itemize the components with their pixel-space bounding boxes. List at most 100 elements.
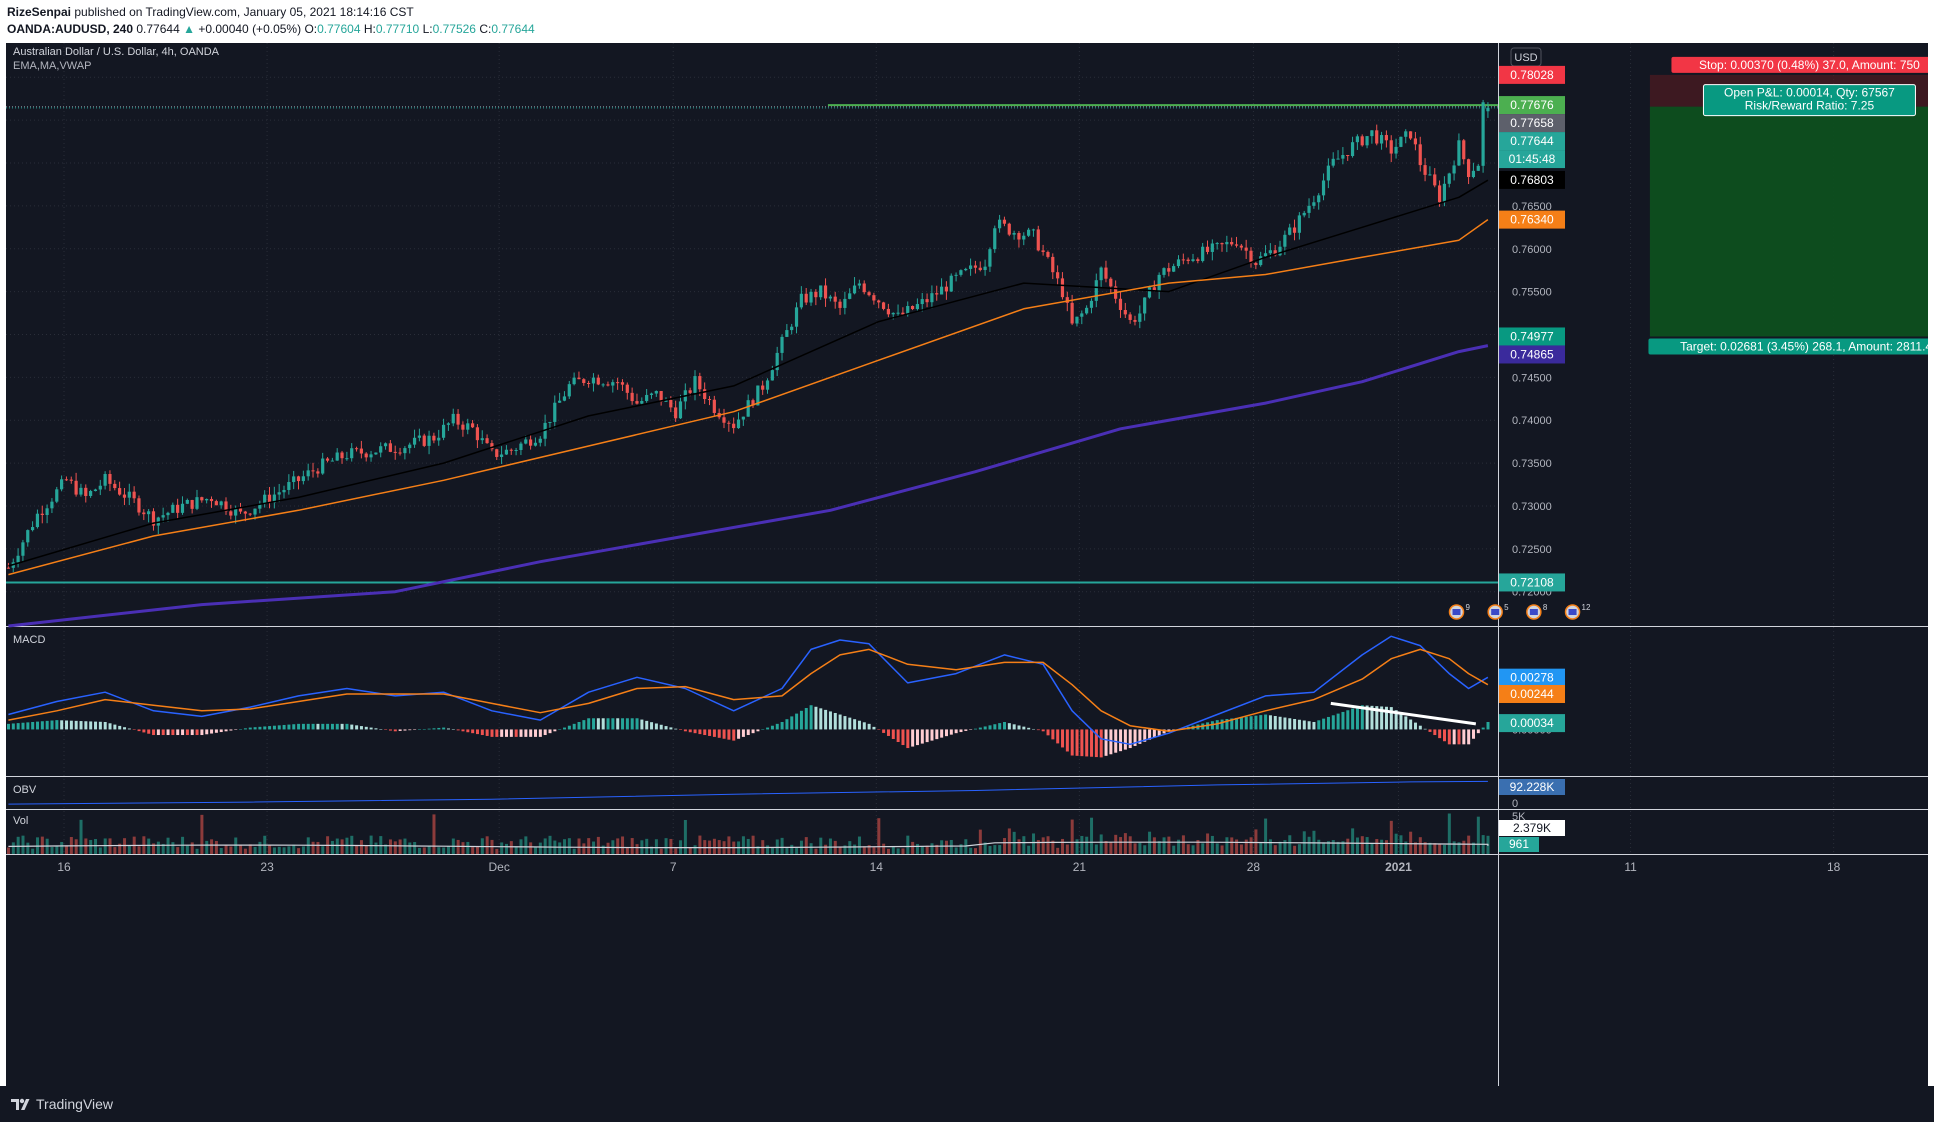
macd-histogram-bar [553, 729, 557, 732]
volume-bar [925, 845, 929, 854]
price-tick-label: 0.74000 [1512, 415, 1552, 427]
macd-histogram-bar [708, 729, 712, 736]
volume-bar [1249, 837, 1253, 854]
volume-bar [650, 846, 654, 854]
macd-histogram-bar [330, 723, 334, 730]
macd-histogram-bar [790, 716, 794, 730]
candle-body [1075, 316, 1079, 324]
macd-histogram-bar [1288, 718, 1292, 730]
volume-bar [891, 846, 895, 854]
volume-bar [683, 819, 687, 854]
candle-body [1056, 272, 1060, 279]
volume-bar [824, 844, 828, 854]
candle-body [1210, 243, 1214, 252]
macd-histogram-bar [804, 708, 808, 730]
volume-bar [1032, 833, 1036, 854]
macd-histogram-bar [1312, 721, 1316, 730]
macd-histogram-bar [359, 726, 363, 730]
macd-histogram-bar [84, 721, 88, 730]
candle-body [611, 382, 615, 386]
candle-body [1017, 233, 1021, 240]
candle-body [1060, 278, 1065, 298]
brand-name: TradingView [36, 1096, 114, 1112]
macd-histogram-bar [451, 729, 455, 730]
brand[interactable]: TradingView [10, 1096, 113, 1112]
candle-body [823, 285, 828, 299]
volume-bar [1351, 828, 1355, 854]
macd-histogram-bar [882, 729, 886, 733]
macd-histogram-bar [712, 729, 716, 737]
event-count: 8 [1543, 603, 1548, 612]
candle-body [432, 435, 436, 441]
candle-body [891, 312, 895, 315]
macd-histogram-bar [393, 729, 397, 732]
volume-bar [674, 848, 678, 854]
price-tick-label: 0.73000 [1512, 501, 1552, 513]
candle-body [122, 494, 127, 498]
macd-histogram-bar [127, 728, 131, 730]
macd-histogram-bar [306, 723, 310, 730]
candle-body [393, 451, 397, 453]
volume-bar [954, 847, 958, 854]
volume-bar [1138, 842, 1142, 854]
ohlc-high-value: 0.77710 [375, 22, 420, 36]
macd-histogram-bar [427, 728, 431, 730]
macd-histogram-bar [756, 729, 760, 732]
candle-body [819, 285, 823, 298]
macd-histogram-bar [577, 721, 581, 730]
time-tick-label: 21 [1073, 860, 1087, 874]
candle-body [137, 498, 141, 513]
candle-body [1326, 165, 1330, 181]
macd-histogram-bar [1476, 729, 1480, 734]
volume-bar [993, 845, 997, 854]
volume-bar [16, 836, 20, 854]
candle-body [814, 291, 818, 298]
macd-histogram-bar [94, 721, 98, 730]
volume-bar [1206, 833, 1210, 854]
candle-body [441, 424, 446, 438]
macd-histogram-bar [1012, 724, 1016, 730]
volume-bar [1051, 840, 1055, 854]
candle-body [185, 500, 189, 504]
candle-body [901, 312, 905, 315]
event-count: 9 [1466, 603, 1471, 612]
volume-bar [422, 847, 426, 854]
chart-frame[interactable]: 0.72000 0.72500 0.73000 0.73500 0.74000 0.745… [6, 43, 1928, 1086]
trading-chart[interactable]: 0.720000.725000.730000.735000.740000.745… [6, 43, 1928, 1086]
ohlc-open-value: 0.77604 [317, 22, 361, 36]
candle-body [746, 400, 750, 417]
macd-histogram-bar [466, 729, 470, 733]
macd-histogram-bar [833, 712, 837, 730]
candle-body [1123, 309, 1127, 315]
macd-histogram-bar [16, 723, 20, 730]
candle-body [272, 494, 276, 503]
candle-body [693, 376, 697, 393]
candle-body [553, 402, 557, 422]
candles [6, 99, 1490, 573]
candle-body [968, 265, 973, 269]
macd-histogram-bar [475, 729, 479, 735]
time-tick-label: Dec [488, 860, 509, 874]
candle-body [944, 286, 949, 292]
macd-histogram-bar [1413, 722, 1417, 730]
volume-bar [1399, 835, 1403, 854]
candle-body [886, 308, 890, 315]
candle-body [1201, 246, 1205, 261]
macd-histogram-bar [664, 726, 668, 730]
macd-histogram-bar [1056, 729, 1060, 744]
volume-bar [998, 845, 1002, 854]
candle-body [1408, 131, 1413, 139]
macd-histogram-bar [896, 729, 900, 743]
candle-body [915, 304, 919, 310]
macd-histogram-bar [621, 718, 625, 730]
time-tick-label: 18 [1827, 860, 1841, 874]
volume-bar [882, 843, 886, 854]
volume-bar [1215, 843, 1219, 854]
volume-bar [1326, 841, 1330, 854]
volume-bar [190, 842, 194, 854]
candle-body [1051, 256, 1055, 273]
author-name[interactable]: RizeSenpai [7, 5, 72, 19]
macd-histogram-bar [500, 729, 504, 737]
signal-line [8, 648, 1489, 733]
volume-bar [978, 829, 982, 854]
